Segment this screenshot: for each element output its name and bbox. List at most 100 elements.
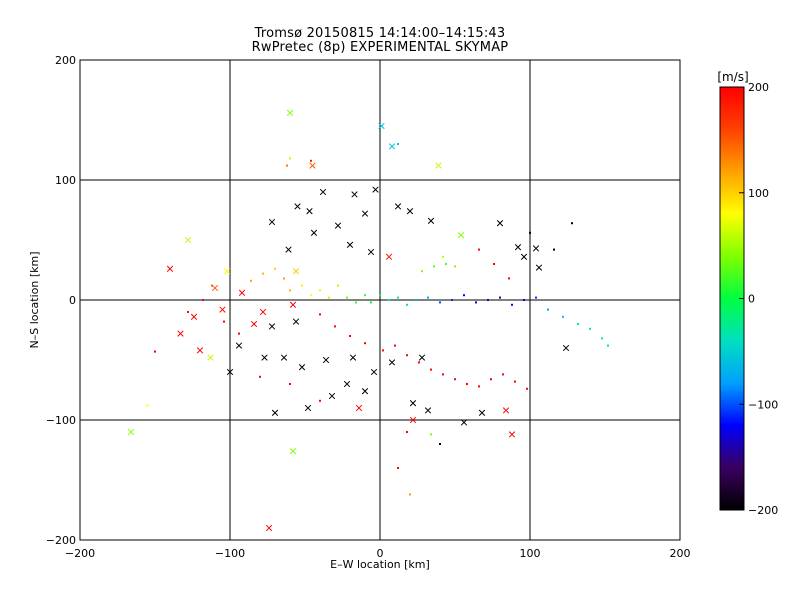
data-point-cross xyxy=(343,380,351,388)
data-point-dot xyxy=(442,373,444,376)
data-point-cross xyxy=(361,388,369,395)
data-point-cross xyxy=(457,232,465,239)
data-point-dot xyxy=(421,270,423,273)
colorbar-tick-label: 0 xyxy=(748,293,755,306)
data-point-cross xyxy=(280,354,288,361)
data-point-cross xyxy=(502,407,510,414)
data-point-dot xyxy=(529,231,531,234)
data-point-dot xyxy=(289,157,291,160)
data-point-dot xyxy=(187,311,189,313)
data-point-cross xyxy=(235,342,243,349)
data-point-cross xyxy=(166,265,174,272)
data-point-dot xyxy=(250,279,252,282)
data-point-dot xyxy=(146,404,149,407)
data-point-cross xyxy=(378,122,385,130)
data-point-cross xyxy=(372,186,379,193)
colorbar-tick-label: 200 xyxy=(748,81,769,94)
data-point-cross xyxy=(394,203,402,210)
data-point-cross xyxy=(319,188,327,196)
data-point-dot xyxy=(523,299,525,301)
data-point-cross xyxy=(385,253,393,260)
x-tick-label: −100 xyxy=(215,547,245,560)
data-point-dot xyxy=(262,272,264,275)
data-point-dot xyxy=(607,344,609,347)
data-point-dot xyxy=(310,294,312,297)
data-point-cross xyxy=(562,344,570,352)
data-point-dot xyxy=(397,296,399,299)
data-point-dot xyxy=(535,296,537,299)
data-point-cross xyxy=(496,220,504,227)
data-point-dot xyxy=(442,255,444,258)
data-point-dot xyxy=(502,373,504,376)
data-point-dot xyxy=(355,301,357,304)
data-point-cross xyxy=(478,409,486,416)
data-point-dot xyxy=(454,265,456,268)
data-point-dot xyxy=(289,289,291,292)
data-point-cross xyxy=(304,404,312,412)
data-point-cross xyxy=(508,431,516,438)
data-point-dot xyxy=(511,303,513,306)
data-point-cross xyxy=(406,208,414,215)
data-point-dot xyxy=(286,164,288,167)
data-point-dot xyxy=(310,159,312,162)
data-point-cross xyxy=(250,320,258,328)
data-point-dot xyxy=(382,349,384,352)
data-point-cross xyxy=(367,248,375,256)
data-point-dot xyxy=(319,399,321,402)
data-point-dot xyxy=(379,294,381,297)
data-point-dot xyxy=(349,335,351,337)
y-axis-label: N–S location [km] xyxy=(28,251,41,348)
data-point-dot xyxy=(562,315,564,318)
data-point-dot xyxy=(451,299,453,301)
data-point-dot xyxy=(397,467,399,469)
data-point-cross xyxy=(190,313,198,320)
data-point-dot xyxy=(202,299,204,301)
x-axis-ticks: −200 −100 0 100 200 xyxy=(65,60,691,560)
data-point-dot xyxy=(301,284,303,287)
y-tick-label: −200 xyxy=(46,534,76,547)
data-point-cross xyxy=(535,264,543,271)
data-point-dot xyxy=(439,443,441,445)
data-point-cross xyxy=(271,409,279,416)
data-point-cross xyxy=(334,222,342,229)
data-point-dot xyxy=(415,299,417,301)
grid-layer xyxy=(80,60,680,540)
x-tick-label: 200 xyxy=(670,547,691,560)
data-points xyxy=(127,109,609,532)
data-point-dot xyxy=(406,354,408,357)
colorbar-ticks: 200 100 0 −100 −200 xyxy=(739,81,778,517)
chart-subtitle: RwPretec (8p) EXPERIMENTAL SKYMAP xyxy=(251,40,509,55)
data-point-dot xyxy=(427,296,429,299)
data-point-dot xyxy=(319,313,321,316)
data-point-dot xyxy=(490,378,492,381)
data-point-dot xyxy=(259,375,261,378)
x-tick-label: 0 xyxy=(377,547,384,560)
data-point-cross xyxy=(532,245,540,252)
data-point-cross xyxy=(409,416,417,424)
data-point-dot xyxy=(571,222,573,225)
data-point-dot xyxy=(577,323,579,325)
data-point-dot xyxy=(475,301,477,304)
data-point-dot xyxy=(406,303,408,306)
data-point-cross xyxy=(370,368,378,376)
x-tick-label: −200 xyxy=(65,547,95,560)
data-point-cross xyxy=(306,208,313,215)
data-point-cross xyxy=(226,368,234,376)
colorbar-label: [m/s] xyxy=(717,70,748,84)
y-tick-label: 0 xyxy=(69,294,76,307)
data-point-dot xyxy=(478,248,480,251)
data-point-dot xyxy=(364,342,366,345)
data-point-cross xyxy=(259,308,267,316)
data-point-dot xyxy=(289,383,291,385)
data-point-dot xyxy=(238,332,240,335)
data-point-cross xyxy=(309,162,316,169)
data-point-cross xyxy=(294,203,301,210)
data-point-cross xyxy=(286,109,294,116)
data-point-cross xyxy=(418,354,426,361)
data-point-cross xyxy=(289,448,297,455)
data-point-cross xyxy=(184,236,192,244)
data-point-dot xyxy=(478,385,480,388)
data-point-cross xyxy=(361,210,369,217)
